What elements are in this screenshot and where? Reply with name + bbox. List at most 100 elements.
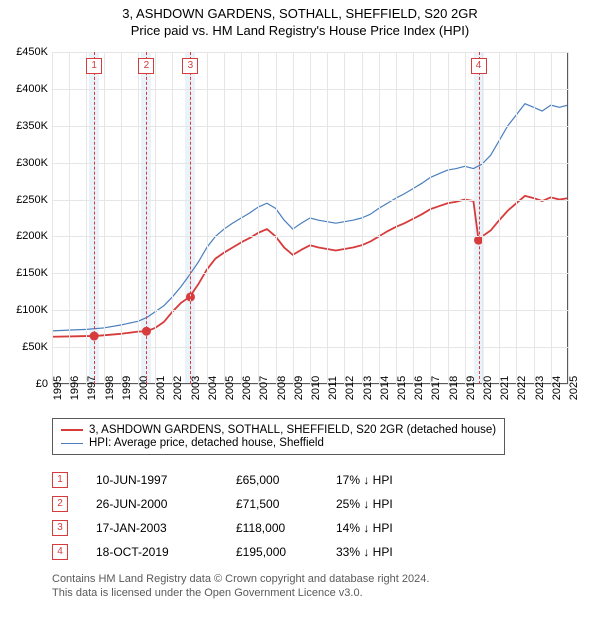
x-gridline [465,52,466,384]
x-tick-label: 2022 [516,376,528,400]
transactions-table: 1 10-JUN-1997£65,00017% ↓ HPI 2 26-JUN-2000… [52,468,446,564]
x-tick-label: 2021 [499,376,511,400]
transaction-price: £195,000 [236,545,336,559]
x-gridline [413,52,414,384]
event-line [479,52,480,384]
x-tick-label: 2018 [448,376,460,400]
transaction-number: 3 [52,520,68,536]
x-tick-label: 2008 [276,376,288,400]
transaction-vs-hpi: 17% ↓ HPI [336,473,446,487]
transaction-vs-hpi: 14% ↓ HPI [336,521,446,535]
x-gridline [534,52,535,384]
x-tick-label: 2013 [362,376,374,400]
legend-label: 3, ASHDOWN GARDENS, SOTHALL, SHEFFIELD, … [89,424,496,436]
x-gridline [293,52,294,384]
x-gridline [224,52,225,384]
legend-label: HPI: Average price, detached house, Shef… [89,437,324,449]
x-tick-label: 2012 [344,376,356,400]
x-gridline [172,52,173,384]
x-tick-label: 1997 [86,376,98,400]
x-tick-label: 2002 [172,376,184,400]
x-tick-label: 1995 [52,376,64,400]
event-marker-box: 2 [138,58,154,74]
transaction-price: £65,000 [236,473,336,487]
x-tick-label: 2015 [396,376,408,400]
footer-attribution: Contains HM Land Registry data © Crown c… [52,572,429,600]
x-gridline [499,52,500,384]
y-tick-label: £300K [16,157,48,169]
x-tick-label: 1998 [104,376,116,400]
x-tick-label: 2016 [413,376,425,400]
x-gridline [276,52,277,384]
x-gridline [362,52,363,384]
transaction-number: 1 [52,472,68,488]
x-gridline [482,52,483,384]
transaction-date: 17-JAN-2003 [96,521,236,535]
transaction-row: 3 17-JAN-2003£118,00014% ↓ HPI [52,516,446,540]
x-gridline [207,52,208,384]
event-line [146,52,147,384]
y-tick-label: £150K [16,267,48,279]
x-gridline [86,52,87,384]
x-gridline [327,52,328,384]
y-tick-label: £350K [16,120,48,132]
transaction-number: 2 [52,496,68,512]
x-gridline [396,52,397,384]
transaction-price: £71,500 [236,497,336,511]
event-marker-box: 1 [86,58,102,74]
footer-line2: This data is licensed under the Open Gov… [52,586,429,600]
x-gridline [310,52,311,384]
x-tick-label: 2004 [207,376,219,400]
chart-title-line2: Price paid vs. HM Land Registry's House … [0,23,600,38]
chart-title-line1: 3, ASHDOWN GARDENS, SOTHALL, SHEFFIELD, … [0,6,600,21]
x-tick-label: 2006 [241,376,253,400]
legend-swatch [61,443,83,444]
y-tick-label: £400K [16,83,48,95]
y-tick-label: £450K [16,46,48,58]
y-tick-label: £100K [16,304,48,316]
x-gridline [155,52,156,384]
x-tick-label: 2007 [258,376,270,400]
transaction-row: 2 26-JUN-2000£71,50025% ↓ HPI [52,492,446,516]
x-gridline [69,52,70,384]
x-gridline [241,52,242,384]
event-line [190,52,191,384]
figure: 3, ASHDOWN GARDENS, SOTHALL, SHEFFIELD, … [0,6,600,626]
x-tick-label: 1996 [69,376,81,400]
y-tick-label: £50K [22,341,48,353]
legend-item: 3, ASHDOWN GARDENS, SOTHALL, SHEFFIELD, … [61,424,496,436]
event-marker-box: 4 [471,58,487,74]
x-tick-label: 1999 [121,376,133,400]
x-gridline [138,52,139,384]
x-gridline [379,52,380,384]
y-tick-label: £0 [36,378,48,390]
y-tick-label: £200K [16,230,48,242]
event-line [94,52,95,384]
x-tick-label: 2010 [310,376,322,400]
x-gridline [568,52,569,384]
x-tick-label: 2024 [551,376,563,400]
x-gridline [344,52,345,384]
x-gridline [258,52,259,384]
y-tick-label: £250K [16,194,48,206]
x-gridline [121,52,122,384]
transaction-row: 418-OCT-2019£195,00033% ↓ HPI [52,540,446,564]
x-tick-label: 2023 [534,376,546,400]
x-tick-label: 2000 [138,376,150,400]
chart-area: £0£50K£100K£150K£200K£250K£300K£350K£400… [52,52,568,384]
transaction-vs-hpi: 25% ↓ HPI [336,497,446,511]
x-gridline [104,52,105,384]
x-tick-label: 2011 [327,376,339,400]
x-tick-label: 2005 [224,376,236,400]
x-tick-label: 2009 [293,376,305,400]
legend-swatch [61,429,83,431]
transaction-date: 18-OCT-2019 [96,545,236,559]
legend-item: HPI: Average price, detached house, Shef… [61,437,496,449]
x-gridline [52,52,53,384]
transaction-date: 10-JUN-1997 [96,473,236,487]
x-tick-label: 2019 [465,376,477,400]
x-gridline [448,52,449,384]
x-tick-label: 2020 [482,376,494,400]
transaction-price: £118,000 [236,521,336,535]
transaction-date: 26-JUN-2000 [96,497,236,511]
